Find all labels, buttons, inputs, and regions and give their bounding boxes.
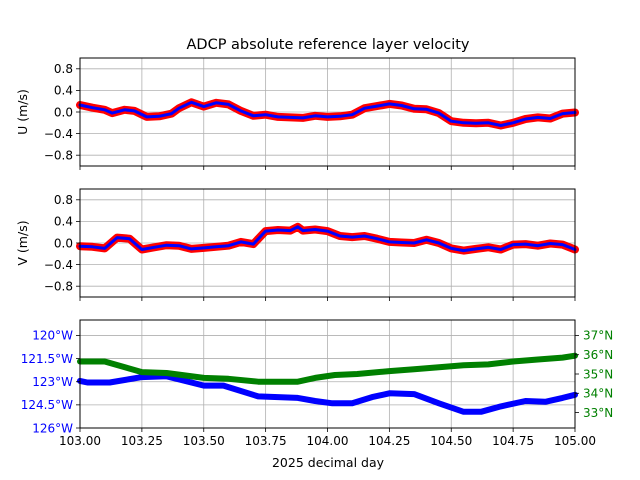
v-axis-label: V (m/s) bbox=[15, 220, 30, 265]
y-tick-label: 0.4 bbox=[54, 84, 73, 98]
y-tick-label: 0.4 bbox=[54, 215, 73, 229]
y-tick-label: −0.8 bbox=[44, 149, 73, 163]
panel-v-velocity: −0.8 −0.4 0.0 0.4 0.8 bbox=[44, 188, 579, 301]
velocity-smoothed-line bbox=[78, 100, 577, 127]
x-tick-label: 103.75 bbox=[245, 434, 287, 448]
y-tick-label: 0.0 bbox=[54, 236, 73, 250]
panel-position: 126°W 124.5°W 123°W 121.5°W 120°W 33°N 34°N 35°… bbox=[21, 319, 613, 448]
x-tick-label: 104.50 bbox=[430, 434, 472, 448]
figure-title: ADCP absolute reference layer velocity bbox=[186, 37, 469, 53]
longitude-track-line bbox=[77, 373, 578, 415]
latitude-track-line bbox=[77, 352, 578, 385]
y-tick-label: 126°W bbox=[32, 421, 73, 435]
y-tick-label: −0.4 bbox=[44, 127, 73, 141]
x-tick-label: 103.25 bbox=[121, 434, 163, 448]
y-tick-label: 123°W bbox=[32, 375, 73, 389]
x-tick-label: 104.00 bbox=[307, 434, 349, 448]
y-tick-label-right: 36°N bbox=[583, 348, 613, 362]
y-tick-label: 124.5°W bbox=[21, 398, 73, 412]
y-tick-label: −0.4 bbox=[44, 258, 73, 272]
y-tick-label-right: 35°N bbox=[583, 367, 613, 381]
y-tick-label-right: 34°N bbox=[583, 387, 613, 401]
velocity-smoothed-line bbox=[78, 225, 577, 253]
x-tick-label: 104.75 bbox=[492, 434, 534, 448]
x-tick-label: 104.25 bbox=[368, 434, 410, 448]
u-axis-label: U (m/s) bbox=[15, 89, 30, 135]
x-tick-label: 103.50 bbox=[183, 434, 225, 448]
y-tick-label: 120°W bbox=[32, 329, 73, 343]
x-axis-label: 2025 decimal day bbox=[272, 455, 385, 470]
y-tick-label: 0.0 bbox=[54, 105, 73, 119]
y-tick-label: 0.8 bbox=[54, 62, 73, 76]
x-tick-label: 103.00 bbox=[59, 434, 101, 448]
y-tick-label: 0.8 bbox=[54, 193, 73, 207]
y-tick-label-right: 37°N bbox=[583, 329, 613, 343]
x-tick-label: 105.00 bbox=[554, 434, 596, 448]
y-tick-label: 121.5°W bbox=[21, 352, 73, 366]
y-tick-label: −0.8 bbox=[44, 280, 73, 294]
y-tick-label-right: 33°N bbox=[583, 406, 613, 420]
panel-u-velocity: −0.8 −0.4 0.0 0.4 0.8 bbox=[44, 57, 579, 170]
